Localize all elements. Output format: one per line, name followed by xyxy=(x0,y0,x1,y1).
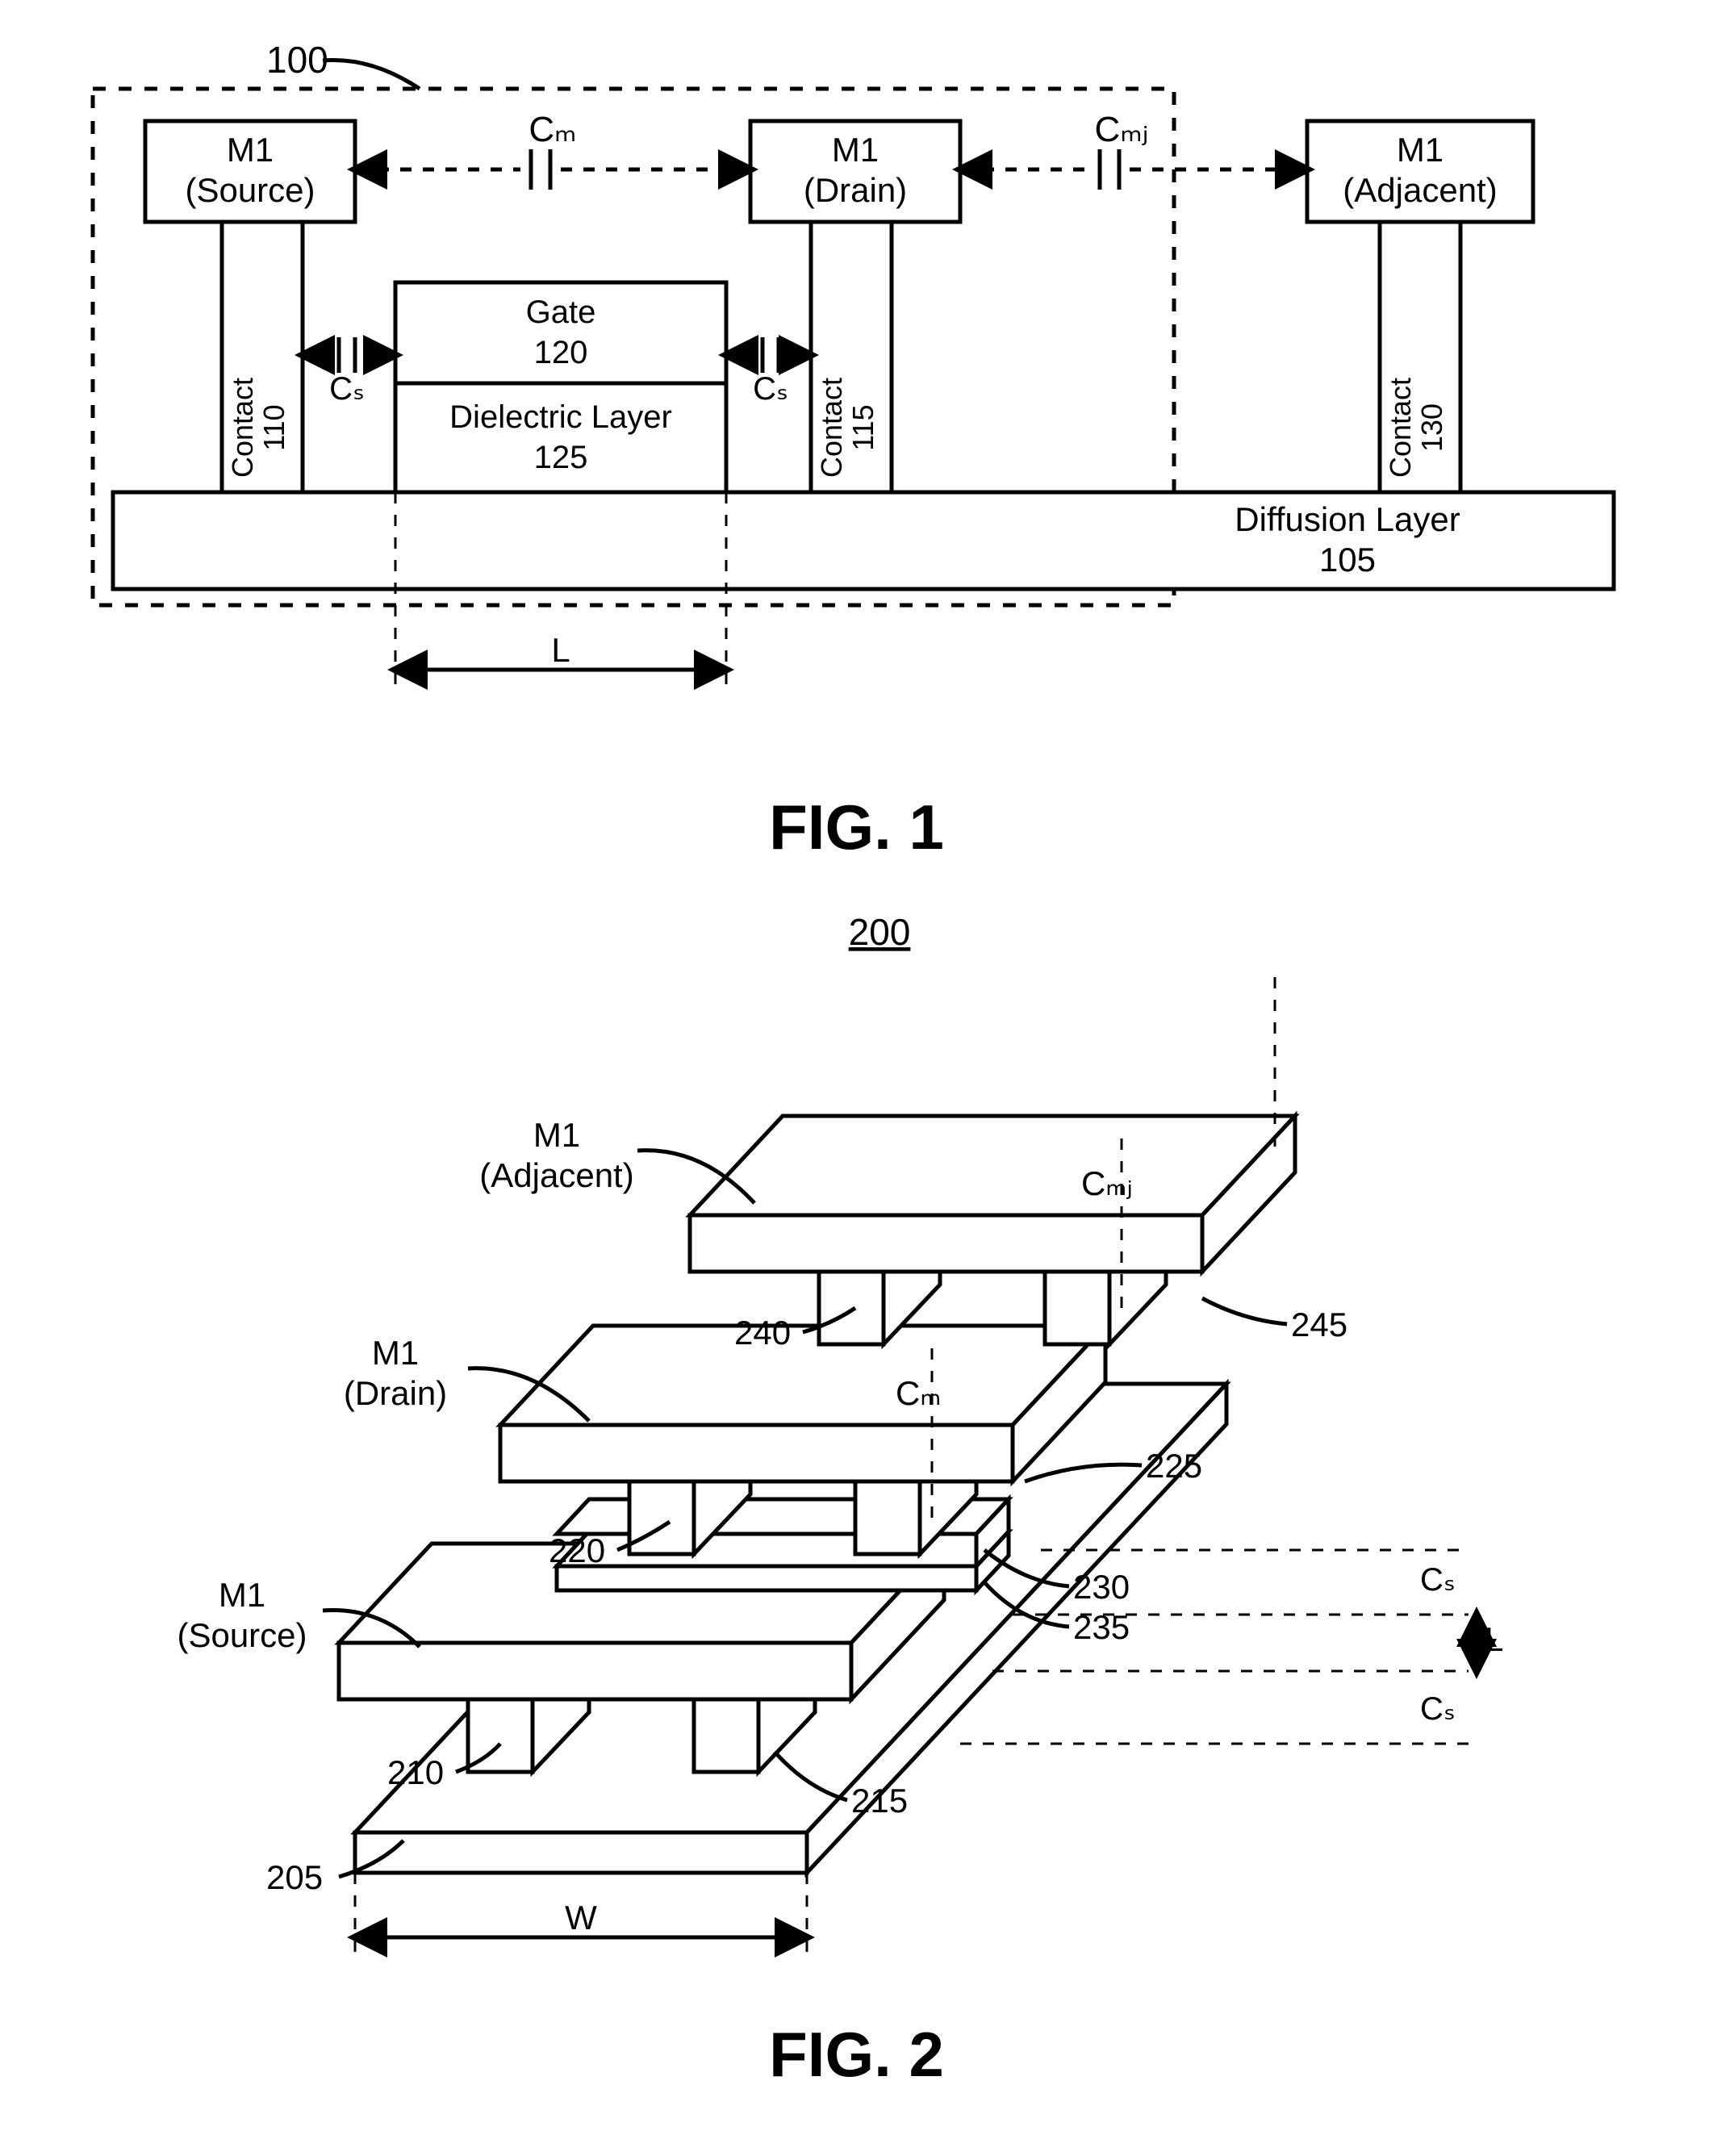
m1-drain-l1: M1 xyxy=(832,131,879,169)
cs-right-label: Cₛ xyxy=(753,371,788,407)
contact130-l1: Contact xyxy=(1384,378,1417,478)
contact115-l2: 115 xyxy=(846,404,879,450)
fig2-m1-drain-l1: M1 xyxy=(372,1334,419,1372)
n240: 240 xyxy=(734,1314,791,1352)
contact110-l2: 110 xyxy=(257,404,290,450)
diffusion-l1: Diffusion Layer xyxy=(1235,500,1460,538)
diffusion-l2: 105 xyxy=(1319,541,1376,579)
fig2-m1-drain-l2: (Drain) xyxy=(344,1374,447,1412)
dielectric-l1: Dielectric Layer xyxy=(449,399,672,435)
n215: 215 xyxy=(851,1782,908,1820)
fig2-cmj: Cₘⱼ xyxy=(1081,1164,1133,1202)
fig1-svg: 100 Diffusion Layer 105 Dielectric Layer… xyxy=(32,32,1681,758)
cs-left-label: Cₛ xyxy=(329,371,365,407)
fig2-W: W xyxy=(565,1899,597,1937)
fig2-m1-adj-l1: M1 xyxy=(533,1116,580,1154)
fig2-m1-source-l1: M1 xyxy=(219,1576,265,1614)
m1-adj-l1: M1 xyxy=(1397,131,1444,169)
contact115-l1: Contact xyxy=(815,378,848,478)
fig2-cs-bot: Cₛ xyxy=(1420,1691,1456,1727)
m1-source-l2: (Source) xyxy=(185,171,315,209)
n245: 245 xyxy=(1291,1306,1347,1343)
contact130-l2: 130 xyxy=(1415,403,1448,452)
contact110-l1: Contact xyxy=(226,378,259,478)
m1-drain-l2: (Drain) xyxy=(804,171,907,209)
fig2-cs-top: Cₛ xyxy=(1420,1562,1456,1598)
ref-200: 200 xyxy=(849,911,911,953)
m1-source-l1: M1 xyxy=(227,131,274,169)
fig2-caption: FIG. 2 xyxy=(32,2018,1681,2091)
fig2-L: L xyxy=(1485,1620,1503,1658)
n205: 205 xyxy=(266,1858,323,1896)
n220: 220 xyxy=(549,1531,605,1569)
n210: 210 xyxy=(387,1753,444,1791)
fig2-m1-source-l2: (Source) xyxy=(177,1616,307,1654)
fig1-caption: FIG. 1 xyxy=(32,791,1681,864)
n230: 230 xyxy=(1073,1568,1130,1606)
gate-l1: Gate xyxy=(526,295,596,330)
gate-l2: 120 xyxy=(534,335,588,370)
fig2-m1-adj-l2: (Adjacent) xyxy=(479,1156,633,1194)
m1-adjacent-block xyxy=(690,1116,1295,1344)
dielectric-l2: 125 xyxy=(534,440,588,475)
fig2-cm: Cₘ xyxy=(896,1374,942,1412)
cm-label: Cₘ xyxy=(529,110,576,149)
L-label: L xyxy=(551,631,570,669)
fig2-svg: 200 xyxy=(32,896,1681,1986)
cmj-label: Cₘⱼ xyxy=(1095,110,1149,149)
m1-adj-l2: (Adjacent) xyxy=(1343,171,1497,209)
ref-100: 100 xyxy=(266,39,328,81)
n225: 225 xyxy=(1146,1447,1202,1485)
